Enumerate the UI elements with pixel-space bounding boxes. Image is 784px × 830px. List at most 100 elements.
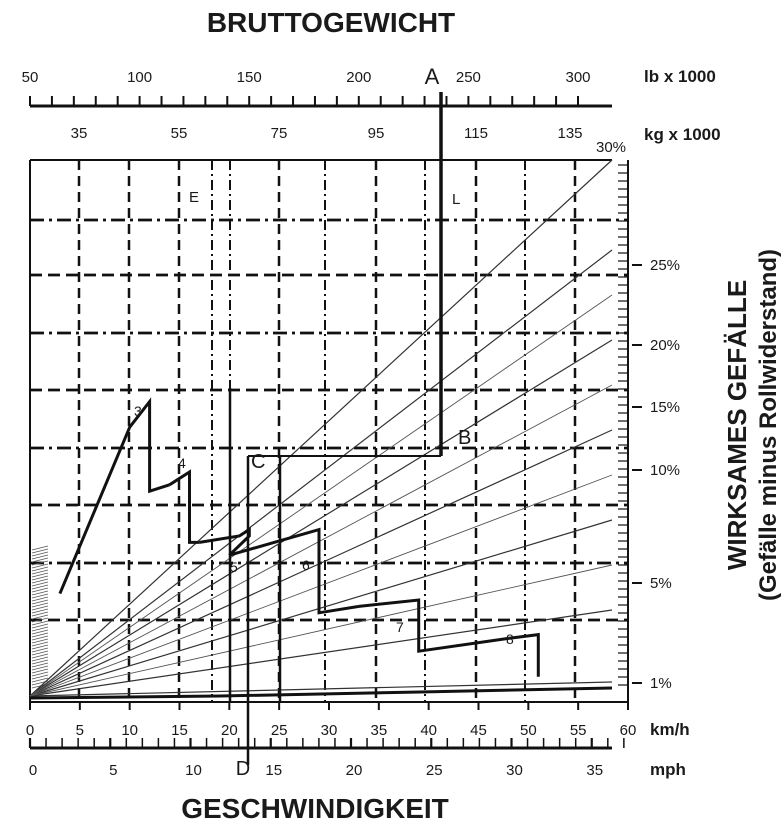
hatch-line bbox=[31, 560, 49, 566]
hatch-line bbox=[31, 608, 49, 614]
gear-label-4: 4 bbox=[178, 455, 186, 471]
hatch-line bbox=[31, 668, 49, 674]
mph-tick-label: 0 bbox=[29, 762, 37, 779]
hatch-line bbox=[31, 590, 49, 596]
grade-scale: 30% 25% 20% 15% 10% 5% 1% bbox=[596, 139, 680, 692]
bottom-title: GESCHWINDIGKEIT bbox=[181, 793, 449, 824]
grade-label: 1% bbox=[650, 675, 672, 692]
mph-tick-label: 35 bbox=[586, 762, 603, 779]
marker-e: E bbox=[189, 189, 199, 206]
retarder-curve-6 bbox=[228, 527, 360, 615]
hatch-line bbox=[31, 578, 49, 584]
grade-line bbox=[29, 159, 613, 697]
lb-tick-label: 150 bbox=[237, 69, 262, 86]
retarder-curve-5 bbox=[199, 526, 251, 557]
kmh-tick-label: 20 bbox=[221, 722, 238, 739]
kg-scale: 35 55 75 95 115 135 bbox=[71, 125, 583, 142]
hatch-line bbox=[31, 599, 49, 605]
grade-line bbox=[29, 339, 613, 697]
hatch-line bbox=[31, 653, 49, 659]
lb-tick-label: 50 bbox=[22, 69, 39, 86]
hatch-line bbox=[31, 614, 49, 620]
hatch-line bbox=[31, 641, 49, 647]
mph-tick-label: 15 bbox=[265, 762, 282, 779]
grade-label: 20% bbox=[650, 337, 680, 354]
mph-scale: 0 5 10 15 20 25 30 35 bbox=[29, 738, 625, 779]
hatch-line bbox=[31, 620, 49, 626]
chart-title: BRUTTOGEWICHT bbox=[207, 7, 455, 38]
hatch-line bbox=[31, 602, 49, 608]
grade-line bbox=[29, 681, 613, 697]
marker-l: L bbox=[452, 191, 460, 208]
kmh-tick-label: 60 bbox=[620, 722, 637, 739]
hatch-line bbox=[31, 674, 49, 680]
kg-tick-label: 75 bbox=[271, 125, 288, 142]
lb-tick-label: 300 bbox=[565, 69, 590, 86]
marker-b: B bbox=[458, 427, 471, 449]
lb-tick-label: 200 bbox=[346, 69, 371, 86]
retarder-curve-3 bbox=[58, 397, 170, 595]
mph-tick-label: 20 bbox=[346, 762, 363, 779]
hatch-line bbox=[31, 677, 49, 683]
hatch-line bbox=[31, 656, 49, 662]
hatch-line bbox=[31, 566, 49, 572]
grade-line-minor bbox=[29, 564, 613, 697]
kmh-tick-label: 15 bbox=[171, 722, 188, 739]
kmh-tick-label: 25 bbox=[271, 722, 288, 739]
kmh-scale: 0 5 10 15 20 25 30 35 40 45 50 55 60 bbox=[26, 702, 637, 739]
grade-label: 5% bbox=[650, 575, 672, 592]
marker-c: C bbox=[251, 451, 265, 473]
grade-line-minor bbox=[29, 384, 613, 697]
hatch-line bbox=[31, 626, 49, 632]
kmh-tick-label: 10 bbox=[121, 722, 138, 739]
hatch-line bbox=[31, 548, 49, 554]
kmh-unit-label: km/h bbox=[650, 720, 690, 739]
gear-label-7: 7 bbox=[396, 619, 404, 635]
hatch-line bbox=[31, 671, 49, 677]
hatch-line bbox=[31, 662, 49, 668]
hatch-line bbox=[31, 587, 49, 593]
hatch-line bbox=[31, 644, 49, 650]
mph-tick-label: 25 bbox=[426, 762, 443, 779]
hatch-line bbox=[31, 563, 49, 569]
hatch-line bbox=[31, 647, 49, 653]
hatch-line bbox=[31, 611, 49, 617]
hatch-line bbox=[31, 635, 49, 641]
lb-unit-label: lb x 1000 bbox=[644, 67, 716, 86]
gear-label-6: 6 bbox=[302, 557, 310, 573]
retarder-curve-7 bbox=[358, 598, 509, 653]
grade-label: 30% bbox=[596, 139, 626, 156]
hatch-line bbox=[31, 569, 49, 575]
grade-line bbox=[29, 609, 613, 697]
marker-d: D bbox=[236, 758, 250, 780]
mph-tick-label: 30 bbox=[506, 762, 523, 779]
kmh-tick-label: 30 bbox=[321, 722, 338, 739]
hatch-line bbox=[31, 554, 49, 560]
kg-tick-label: 95 bbox=[368, 125, 385, 142]
kg-tick-label: 115 bbox=[464, 125, 488, 142]
kmh-tick-label: 0 bbox=[26, 722, 34, 739]
kg-tick-label: 135 bbox=[557, 125, 582, 142]
mph-tick-label: 5 bbox=[109, 762, 117, 779]
hatch-line bbox=[31, 581, 49, 587]
kmh-tick-label: 35 bbox=[370, 722, 387, 739]
hatch-line bbox=[31, 659, 49, 665]
grade-line-minor bbox=[29, 294, 613, 697]
hatch-line bbox=[31, 545, 49, 551]
hatch-line bbox=[31, 638, 49, 644]
grade-label: 10% bbox=[650, 462, 680, 479]
hatch-line bbox=[31, 596, 49, 602]
grade-line-minor bbox=[29, 474, 613, 697]
base-curve bbox=[29, 686, 613, 700]
hatch-line bbox=[31, 593, 49, 599]
lb-scale: 50 100 150 200 250 300 bbox=[22, 69, 612, 108]
grade-label: 25% bbox=[650, 257, 680, 274]
hatch-line bbox=[31, 557, 49, 563]
grade-label: 15% bbox=[650, 399, 680, 416]
hatch-line bbox=[31, 584, 49, 590]
gear-label-8: 8 bbox=[506, 631, 514, 647]
marker-a: A bbox=[425, 64, 440, 89]
mph-tick-label: 10 bbox=[185, 762, 202, 779]
lb-tick-label: 250 bbox=[456, 69, 481, 86]
